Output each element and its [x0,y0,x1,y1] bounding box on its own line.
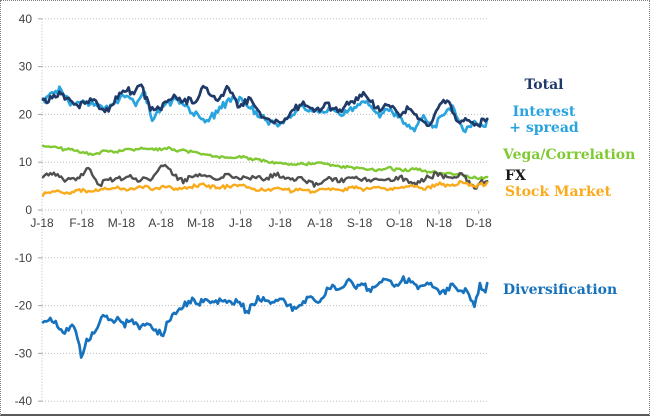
series-line-vega-correlation [41,144,489,181]
legend-interest-line2: + spread [509,120,579,136]
y-axis-label: -30 [15,346,33,360]
x-axis-label: A-18 [148,216,174,230]
x-axis-label: N-18 [426,216,452,230]
x-axis-label: M-18 [187,216,215,230]
x-axis-label: A-18 [307,216,333,230]
x-axis-label: J-18 [269,216,293,230]
y-axis-label: 10 [19,155,33,169]
legend-diversification: Diversification [503,282,618,298]
legend-interest-spread: Interest + spread [501,104,587,136]
x-axis-label: O-18 [386,216,413,230]
legend-vega-correlation: Vega/Correlation [503,147,636,163]
y-axis-label: 30 [19,60,33,74]
y-axis-label: -10 [15,251,33,265]
x-axis-label: D-18 [466,216,492,230]
y-axis-label: 0 [25,203,32,217]
y-axis-label: -20 [15,299,33,313]
series-line-fx [41,163,489,190]
legend-stock-market: Stock Market [505,184,612,200]
x-axis-label: F-18 [69,216,94,230]
y-axis-label: -40 [15,394,33,408]
series-line-diversification [41,275,489,359]
x-axis-label: S-18 [347,216,373,230]
x-axis-label: M-18 [108,216,136,230]
y-axis-label: 40 [19,12,33,26]
series-line-interest-spread [41,85,489,134]
series-line-stock-market [41,179,489,197]
x-axis-label: J-18 [229,216,253,230]
y-axis-label: 20 [19,107,33,121]
series-line-total [41,83,489,128]
legend-interest-line1: Interest [512,104,576,120]
x-axis-label: J-18 [30,216,54,230]
legend-fx: FX [505,168,526,184]
legend-total: Total [524,77,564,93]
